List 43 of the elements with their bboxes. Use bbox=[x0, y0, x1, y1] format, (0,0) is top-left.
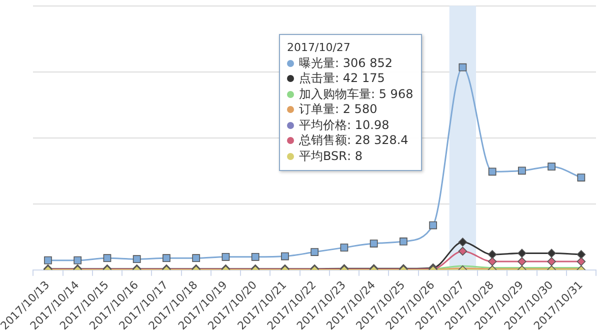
legend-label: 曝光量 bbox=[299, 56, 335, 71]
point bbox=[547, 257, 556, 266]
point bbox=[192, 254, 200, 262]
point bbox=[132, 255, 141, 264]
annotation: : 10.98 bbox=[347, 118, 390, 133]
point bbox=[458, 246, 468, 256]
point bbox=[488, 168, 496, 176]
text: 2017/10/27 bbox=[287, 40, 350, 56]
point bbox=[548, 162, 556, 171]
point bbox=[370, 240, 378, 248]
point bbox=[547, 248, 556, 258]
legend-label: 平均BSR bbox=[299, 148, 347, 164]
annotation: : 42 175 bbox=[335, 71, 385, 86]
point bbox=[74, 256, 82, 264]
point bbox=[400, 238, 408, 246]
legend-label: 点击量 bbox=[299, 71, 335, 86]
point bbox=[576, 250, 586, 259]
legend-label: 平均价格 bbox=[299, 118, 347, 133]
point bbox=[222, 252, 230, 261]
annotation: : 306 852 bbox=[335, 56, 392, 71]
point bbox=[488, 257, 497, 266]
point bbox=[340, 244, 348, 252]
point bbox=[429, 221, 438, 230]
point bbox=[44, 256, 52, 264]
point bbox=[518, 257, 526, 266]
point bbox=[576, 257, 586, 266]
point bbox=[162, 254, 170, 262]
point bbox=[518, 248, 526, 258]
annotation: : 2 580 bbox=[335, 102, 378, 118]
legend-label: 加入购物车量 bbox=[299, 86, 371, 102]
point bbox=[310, 248, 319, 256]
point bbox=[518, 166, 526, 175]
point bbox=[281, 252, 289, 260]
point bbox=[577, 174, 586, 182]
annotation: : 5 968 bbox=[371, 86, 414, 102]
point bbox=[251, 252, 260, 261]
legend-label: 订单量 bbox=[299, 102, 335, 118]
point bbox=[458, 238, 468, 246]
point bbox=[488, 250, 497, 259]
annotation: : 28 328.4 bbox=[347, 133, 408, 148]
legend-label: 总销售额 bbox=[299, 133, 347, 148]
annotation: : 8 bbox=[346, 148, 362, 164]
point bbox=[103, 254, 112, 262]
